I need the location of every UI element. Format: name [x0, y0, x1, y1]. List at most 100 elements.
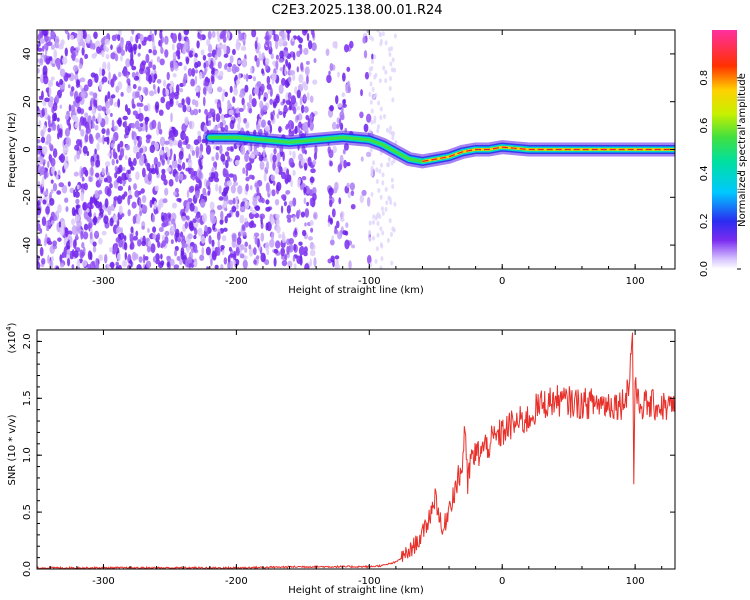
spectrogram-noise-cell [227, 261, 231, 269]
spectrogram-noise-cell [56, 222, 60, 228]
spectrogram-noise-cell [360, 89, 363, 97]
spectrogram-noise-cell [305, 186, 311, 195]
spectrogram-noise-cell [267, 120, 271, 126]
spectrogram-noise-cell [244, 241, 248, 247]
spectrogram-ridge-peak [422, 146, 675, 162]
spectrogram-noise-cell [101, 128, 106, 135]
spectrogram-noise-cell [137, 239, 142, 247]
spectrogram-noise-cell [56, 117, 60, 122]
spectrogram-noise-cell [74, 154, 77, 162]
spectrogram-noise-cell [266, 75, 271, 85]
spectrogram-noise-cell [125, 58, 131, 68]
spectrogram-noise-cell [49, 197, 55, 206]
spectrogram-noise-cell [380, 256, 384, 262]
spectrogram-noise-cell [229, 253, 235, 258]
spectrogram-noise-cell [80, 128, 85, 137]
spectrogram-noise-cell [248, 93, 253, 104]
spectrogram-noise-cell [162, 79, 167, 87]
x-tick-label: -100 [358, 276, 381, 287]
spectrogram-noise-cell [263, 96, 267, 102]
spectrogram-noise-cell [382, 65, 386, 71]
spectrogram-noise-cell [217, 239, 221, 250]
spectrogram-noise-cell [328, 194, 333, 199]
spectrogram-noise-cell [297, 179, 301, 189]
spectrogram-noise-cell [393, 33, 397, 39]
spectrogram-noise-cell [359, 111, 364, 119]
spectrogram-noise-cell [131, 30, 135, 35]
spectrogram-noise-cell [222, 43, 227, 52]
spectrogram-noise-cell [303, 187, 307, 194]
spectrogram-noise-cell [134, 120, 140, 130]
spectrogram-noise-cell [110, 44, 113, 50]
spectrogram-noise-cell [122, 167, 126, 172]
y-tick-label: 1.0 [22, 447, 33, 463]
spectrogram-noise-cell [286, 214, 292, 220]
spectrogram-noise-cell [75, 96, 81, 104]
spectrogram-noise-cell [368, 229, 372, 235]
spectrogram-noise-cell [65, 240, 71, 251]
spectrogram-noise-cell [368, 66, 372, 72]
spectrogram-noise-cell [292, 169, 296, 176]
spectrogram-noise-cell [168, 214, 171, 219]
spectrogram-noise-cell [331, 208, 336, 218]
spectrogram-noise-cell [278, 125, 282, 133]
spectrogram-noise-cell [156, 169, 159, 176]
spectrogram-noise-cell [97, 105, 103, 112]
spectrogram-noise-cell [216, 47, 222, 57]
spectrogram-noise-cell [378, 168, 382, 174]
spectrogram-noise-cell [293, 263, 297, 269]
spectrogram-noise-cell [74, 214, 81, 222]
spectrogram-noise-cell [341, 106, 344, 113]
spectrogram-noise-cell [236, 204, 239, 210]
spectrogram-noise-cell [287, 218, 292, 223]
spectrogram-noise-cell [348, 260, 352, 269]
spectrogram-noise-cell [193, 235, 197, 240]
spectrogram-noise-cell [386, 237, 390, 243]
spectrogram-noise-cell [192, 243, 198, 253]
spectrogram-noise-cell [253, 259, 257, 265]
spectrogram-noise-cell [138, 198, 142, 208]
spectrogram-noise-cell [336, 123, 340, 129]
spectrogram-noise-cell [158, 109, 164, 116]
spectrogram-noise-cell [378, 78, 382, 84]
spectrogram-noise-cell [139, 102, 144, 108]
spectrogram-noise-cell [346, 182, 350, 188]
spectrogram-noise-cell [259, 161, 265, 170]
spectrogram-noise-cell [149, 144, 155, 154]
spectrogram-noise-cell [117, 117, 122, 127]
spectrogram-noise-cell [59, 263, 65, 268]
spectrogram-noise-cell [74, 144, 80, 151]
spectrogram-noise-cell [300, 211, 306, 218]
spectrogram-noise-cell [170, 239, 174, 244]
spectrogram-noise-cell [195, 146, 200, 156]
spectrogram-noise-cell [92, 246, 97, 253]
spectrogram-noise-cell [288, 157, 294, 167]
spectrogram-noise-cell [347, 191, 351, 199]
spectrogram-noise-cell [270, 216, 275, 225]
spectrogram-noise-cell [300, 62, 304, 71]
spectrogram-noise-cell [73, 32, 78, 39]
spectrogram-noise-cell [121, 172, 127, 181]
spectrogram-noise-cell [125, 144, 130, 151]
spectrogram-noise-cell [249, 153, 255, 159]
spectrogram-noise-cell [282, 40, 288, 47]
spectrogram-noise-cell [239, 89, 243, 98]
spectrogram-noise-cell [252, 247, 257, 256]
spectrogram-noise-cell [123, 120, 128, 129]
spectrogram-noise-cell [254, 40, 258, 50]
spectrogram-noise-cell [294, 86, 298, 95]
spectrogram-noise-cell [97, 137, 103, 143]
spectrogram-noise-cell [195, 214, 200, 220]
spectrogram-noise-cell [134, 190, 140, 198]
spectrogram-noise-cell [276, 225, 281, 234]
spectrogram-noise-cell [194, 87, 199, 93]
spectrogram-noise-cell [117, 71, 122, 78]
spectrogram-noise-cell [272, 160, 276, 171]
spectrogram-noise-cell [183, 65, 187, 71]
spectrogram-noise-cell [132, 235, 139, 241]
spectrogram-noise-cell [78, 121, 82, 132]
spectrogram-noise-cell [107, 61, 111, 72]
spectrogram-noise-cell [294, 228, 297, 235]
spectrogram-noise-cell [48, 142, 52, 148]
spectrogram-noise-cell [326, 74, 332, 84]
